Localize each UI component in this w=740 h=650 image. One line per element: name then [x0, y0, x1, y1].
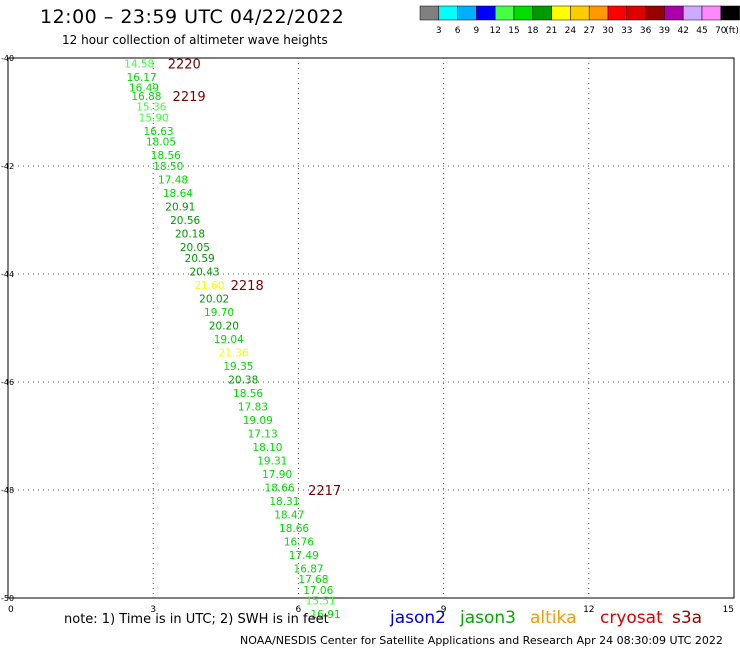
- swh-value-label: 18.10: [252, 442, 282, 454]
- swh-value-label: 17.68: [298, 574, 328, 586]
- pass-time-label: 2217: [308, 484, 341, 499]
- swh-value-label: 19.70: [204, 307, 234, 319]
- plot-area: 0 3 6 9 12 15 -40 -42 -44 -46 -48 -50 14.58 16.1716.4…: [1, 54, 735, 621]
- y-tick-label: -46: [1, 378, 14, 387]
- y-tick-label: -42: [1, 162, 14, 171]
- swh-value-label: 17.48: [158, 175, 188, 187]
- color-scale-tick: 12: [489, 26, 500, 36]
- swh-value-label: 19.04: [214, 334, 244, 346]
- plot-frame: [7, 57, 735, 599]
- x-tick-label: 12: [583, 605, 594, 615]
- swh-value-label: 20.18: [175, 229, 205, 241]
- x-tick-label: 6: [296, 605, 302, 615]
- swh-value-label: 20.56: [170, 215, 200, 227]
- color-scale-tick: 70: [715, 26, 727, 36]
- swh-value-label: 20.43: [190, 266, 220, 278]
- swh-value-label: 17.13: [248, 428, 278, 440]
- swh-value-label: 20.38: [228, 374, 258, 386]
- color-scale-tick: 45: [696, 26, 707, 36]
- color-scale-tick: 42: [677, 26, 688, 36]
- y-tick-label: -50: [1, 594, 14, 603]
- swh-value-label: 15.36: [136, 102, 166, 114]
- swh-value-label: 17.83: [238, 401, 268, 413]
- satellite-legend-s3a: s3a: [672, 608, 703, 628]
- pass-time-label: 2220: [168, 57, 201, 72]
- swh-value-label: 16.76: [284, 536, 314, 548]
- color-scale-tick: 6: [455, 26, 461, 36]
- footnote: note: 1) Time is in UTC; 2) SWH is in fe…: [64, 612, 329, 627]
- swh-value-label: 16.88: [131, 91, 161, 103]
- color-scale-legend: 3 6 9 12 15 18 21 24 27 30 33 36 39 42 45 70(ft): [419, 5, 740, 36]
- swh-value-label: 16.17: [127, 72, 157, 84]
- color-scale-tick: 9: [474, 26, 480, 36]
- swh-value-label: 20.59: [185, 253, 215, 265]
- swh-value-label: 18.56: [151, 150, 181, 162]
- y-tick-label: -40: [1, 54, 14, 63]
- x-tick-label: 9: [441, 605, 447, 615]
- satellite-legend-jason3: jason3: [460, 608, 516, 628]
- swh-value-label: 20.20: [209, 320, 239, 332]
- x-tick-label: 3: [150, 605, 156, 615]
- y-tick-label: -44: [1, 270, 14, 279]
- swh-value-label: 14.58: [124, 58, 154, 70]
- color-scale-tick: 18: [527, 26, 539, 36]
- pass-time-label: 2218: [231, 279, 264, 294]
- swh-value-label: 17.49: [289, 550, 319, 562]
- color-scale-tick: 21: [546, 26, 557, 36]
- color-scale-tick: 3: [436, 26, 442, 36]
- swh-value-label: 17.90: [262, 469, 292, 481]
- swh-value-label: 19.09: [243, 415, 273, 427]
- x-tick-label: 15: [723, 605, 734, 615]
- color-scale-tick: 27: [583, 26, 594, 36]
- swh-value-label: 18.56: [233, 388, 263, 400]
- chart-title: 12:00 – 23:59 UTC 04/22/2022: [40, 6, 345, 28]
- swh-value-label: 18.50: [153, 161, 183, 173]
- swh-value-label: 16.87: [294, 563, 324, 575]
- satellite-legend-altika: altika: [530, 608, 577, 628]
- color-scale-tick: 36: [640, 26, 652, 36]
- color-scale-tick: 30: [602, 26, 614, 36]
- color-scale-unit: (ft): [725, 26, 739, 36]
- swh-value-label: 20.05: [180, 242, 210, 254]
- color-scale-tick: 24: [565, 26, 577, 36]
- swh-value-label: 21.36: [219, 347, 249, 359]
- satellite-legend-jason2: jason2: [390, 608, 446, 628]
- color-scale-tick: 39: [659, 26, 671, 36]
- swh-value-label: 20.02: [199, 293, 229, 305]
- swh-value-label: 16.91: [311, 609, 341, 621]
- x-tick-label: 0: [8, 605, 14, 615]
- swh-value-label: 19.35: [223, 361, 253, 373]
- swh-value-label: 18.66: [279, 523, 309, 535]
- swh-value-label: 15.51: [306, 596, 336, 608]
- swh-value-label: 21.60: [194, 280, 224, 292]
- y-tick-label: -48: [1, 486, 14, 495]
- chart-subtitle: 12 hour collection of altimeter wave hei…: [62, 33, 328, 47]
- swh-value-label: 18.05: [146, 137, 176, 149]
- swh-value-label: 18.66: [265, 482, 295, 494]
- swh-value-label: 17.06: [303, 585, 333, 597]
- swh-value-label: 19.31: [257, 455, 287, 467]
- pass-time-label: 2219: [173, 90, 206, 105]
- swh-value-label: 20.91: [165, 202, 195, 214]
- swh-value-label: 18.47: [274, 509, 304, 521]
- swh-value-label: 15.90: [139, 112, 169, 124]
- swh-value-label: 16.63: [144, 126, 174, 138]
- satellite-legend-cryosat: cryosat: [600, 608, 663, 628]
- swh-value-label: 16.49: [129, 83, 159, 95]
- color-scale-tick: 15: [508, 26, 519, 36]
- credit-line: NOAA/NESDIS Center for Satellite Applica…: [240, 634, 723, 647]
- color-scale-tick: 33: [621, 26, 632, 36]
- swh-value-label: 18.64: [163, 188, 193, 200]
- swh-value-label: 18.31: [269, 496, 299, 508]
